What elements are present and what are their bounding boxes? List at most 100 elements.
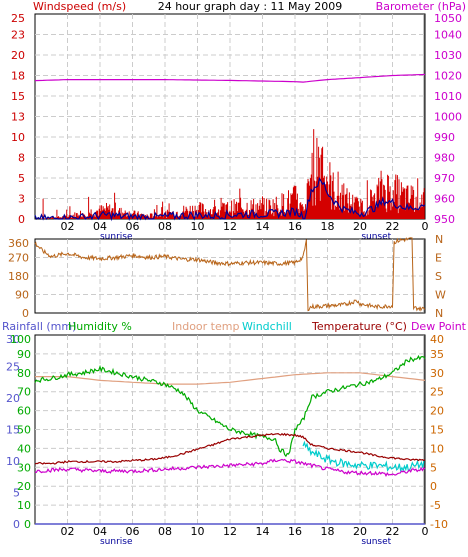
windchill-series (302, 440, 425, 473)
x-tick-label: 0 (422, 525, 429, 538)
barometer-tick-label: 970 (434, 172, 455, 185)
humidity-tick-label: 40 (17, 442, 31, 455)
barometer-tick-label: 1010 (434, 90, 462, 103)
windspeed-tick-label: 5 (18, 172, 25, 185)
x-tick-label: 04 (93, 525, 107, 538)
humidity-tick-label: 90 (17, 348, 31, 361)
windspeed-tick-label: 25 (11, 12, 25, 25)
barometer-series (34, 73, 426, 83)
sunrise-label: sunrise (100, 232, 133, 242)
windspeed-tick-label: 15 (11, 90, 25, 103)
temperature-tick-label: 25 (430, 386, 444, 399)
x-tick-label: 06 (126, 220, 140, 233)
humidity-tick-label: 100 (10, 333, 31, 346)
barometer-tick-label: 1040 (434, 29, 462, 42)
x-tick-label: 18 (321, 220, 335, 233)
x-tick-label: 20 (353, 220, 367, 233)
sunset-label: sunset (361, 232, 391, 242)
direction-tick-label: 360 (8, 237, 29, 250)
x-tick-label: 08 (158, 525, 172, 538)
barometer-tick-label: 980 (434, 152, 455, 165)
sunset-label: sunset (361, 537, 391, 547)
windspeed-tick-label: 10 (11, 131, 25, 144)
x-tick-label: 14 (256, 525, 270, 538)
rainfall-tick-label: 10 (6, 455, 20, 468)
barometer-tick-label: 950 (434, 213, 455, 226)
x-tick-label: 04 (93, 220, 107, 233)
legend-temperature: Temperature (°C) (311, 320, 407, 333)
windspeed-tick-label: 20 (11, 49, 25, 62)
wind-average-series (34, 176, 426, 222)
windspeed-tick-label: 23 (11, 29, 25, 42)
temperature-tick-label: 20 (430, 405, 444, 418)
compass-label: E (435, 252, 442, 265)
x-tick-label: 02 (61, 220, 75, 233)
x-tick-label: 08 (158, 220, 172, 233)
temperature-tick-label: 10 (430, 442, 444, 455)
barometer-axis-title: Barometer (hPa) (376, 0, 466, 13)
barometer-tick-label: 1050 (434, 12, 462, 25)
humidity-tick-label: 60 (17, 405, 31, 418)
temperature-tick-label: 15 (430, 424, 444, 437)
windspeed-tick-label: 18 (11, 70, 25, 83)
x-tick-label: 12 (223, 220, 237, 233)
x-tick-label: 12 (223, 525, 237, 538)
x-tick-label: 10 (191, 525, 205, 538)
rainfall-tick-label: 20 (6, 392, 20, 405)
rainfall-tick-label: 15 (6, 424, 20, 437)
humidity-tick-label: 0 (24, 518, 31, 531)
legend-humidity: Humidity % (68, 320, 132, 333)
windspeed-axis-title: Windspeed (m/s) (33, 0, 126, 13)
direction-tick-label: 0 (22, 307, 29, 320)
x-tick-label: 20 (353, 525, 367, 538)
humidity-tick-label: 50 (17, 424, 31, 437)
compass-label: S (435, 270, 442, 283)
humidity-tick-label: 80 (17, 367, 31, 380)
rainfall-tick-label: 5 (13, 487, 20, 500)
barometer-tick-label: 990 (434, 131, 455, 144)
temperature-tick-label: -5 (430, 499, 441, 512)
chart-title: 24 hour graph day : 11 May 2009 (158, 0, 343, 13)
wind-direction-series (34, 237, 426, 312)
barometer-tick-label: 1000 (434, 111, 462, 124)
x-tick-label: 0 (422, 220, 429, 233)
x-tick-label: 10 (191, 220, 205, 233)
temperature-series (34, 432, 426, 465)
x-tick-label: 22 (386, 525, 400, 538)
x-tick-label: 16 (288, 220, 302, 233)
x-tick-label: 06 (126, 525, 140, 538)
humidity-series (34, 354, 426, 458)
direction-tick-label: 90 (15, 289, 29, 302)
windspeed-tick-label: 0 (18, 213, 25, 226)
temperature-tick-label: 40 (430, 333, 444, 346)
x-tick-label: 22 (386, 220, 400, 233)
direction-tick-label: 270 (8, 252, 29, 265)
x-tick-label: 16 (288, 525, 302, 538)
compass-label: N (435, 233, 443, 246)
x-tick-label: 18 (321, 525, 335, 538)
indoor-temp-series (35, 372, 426, 385)
humidity-tick-label: 70 (17, 386, 31, 399)
temperature-tick-label: -10 (430, 518, 448, 531)
barometer-tick-label: 960 (434, 193, 455, 206)
legend-indoor-temp: Indoor temp (172, 320, 239, 333)
windspeed-tick-label: 13 (11, 111, 25, 124)
temperature-tick-label: 30 (430, 367, 444, 380)
legend-dewpoint: Dew Point (411, 320, 467, 333)
sunrise-label: sunrise (100, 537, 133, 547)
humidity-tick-label: 20 (17, 480, 31, 493)
rainfall-tick-label: 0 (13, 518, 20, 531)
humidity-tick-label: 30 (17, 461, 31, 474)
legend-windchill: Windchill (242, 320, 292, 333)
humidity-tick-label: 10 (17, 499, 31, 512)
compass-label: N (435, 307, 443, 320)
compass-label: W (435, 289, 446, 302)
x-tick-label: 14 (256, 220, 270, 233)
temperature-tick-label: 5 (430, 461, 437, 474)
windspeed-tick-label: 8 (18, 152, 25, 165)
temperature-tick-label: 35 (430, 348, 444, 361)
temperature-tick-label: 0 (430, 480, 437, 493)
barometer-tick-label: 1030 (434, 49, 462, 62)
direction-tick-label: 180 (8, 270, 29, 283)
